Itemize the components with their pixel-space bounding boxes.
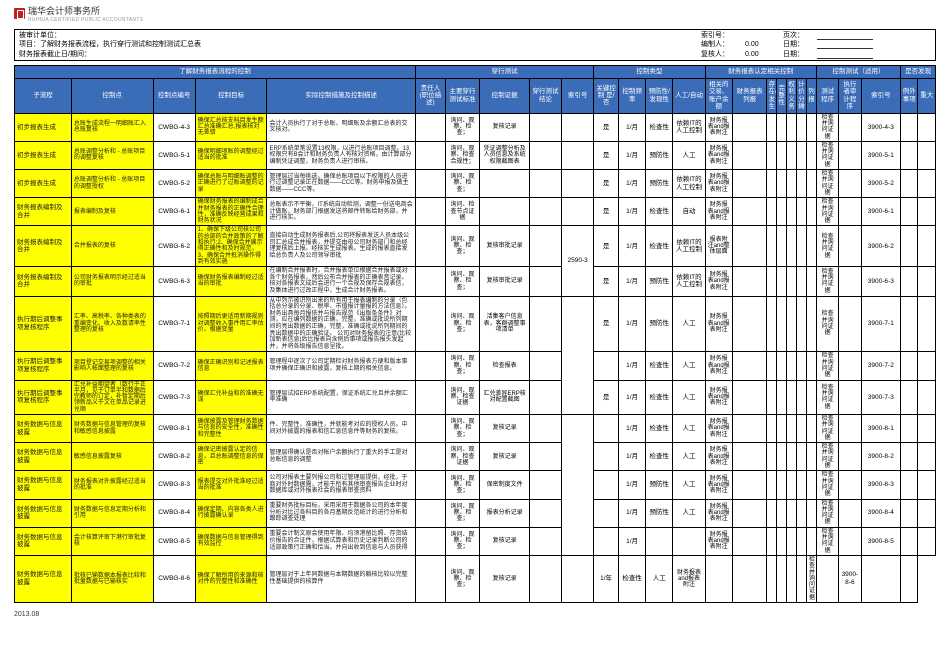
table-row: 财务报表编制及合并报表编制及复核CWBG-6-1确保财务报表的编制成合并财务报表… xyxy=(15,198,936,226)
header-block: 被审计单位： 索引号： 页次： 项目：了解财务报表流程，执行穿行测试和控制测试汇… xyxy=(14,29,936,61)
table-row: 财务报表编制及合并公司财务报表明示经过适当的审批CWBG-6-3确保财务报表编制… xyxy=(15,267,936,296)
col-header-row: 子流程控制点控制点编号控制目标实际控制措施及控制描述 责任人(职位描述)主要穿行… xyxy=(15,78,936,113)
hdr-l1: 被审计单位： xyxy=(19,31,701,40)
logo-mark xyxy=(14,8,25,19)
table-row: 财务报表编制及合并合并报表的复核CWBG-6-21、确保下级公司核公司的总部的合… xyxy=(15,226,936,267)
main-table: 了解财务报表流程的控制 穿行测试 控制类型 财务报表认定相关控制 控制测试（适用… xyxy=(14,65,936,603)
table-row: 执行期后调整事项复核程序项目登记交易项调整的相关影响人帐面整理的复核CWBG-7… xyxy=(15,352,936,380)
logo-brand: 瑞华会计师事务所 xyxy=(28,4,143,17)
table-row: 初步报表生成总账生成流程一明细账汇入总账复核CWBG-4-3确保汇总核支科目发生… xyxy=(15,113,936,141)
table-row: 财务数据与信息披露财务数据与信息定期分析和引用CWBG-8-4确保定期、内容各类… xyxy=(15,499,936,527)
logo-row: 瑞华会计师事务所 RUIHUA CERTIFIED PUBLIC ACCOUNT… xyxy=(0,0,950,27)
logo-sub: RUIHUA CERTIFIED PUBLIC ACCOUNTANTS xyxy=(28,17,143,23)
footer-date: 2013.08 xyxy=(0,603,950,622)
hdr-l3: 财务报表截止日/期间： xyxy=(19,50,701,59)
table-row: 财务数据与信息披露会计核算评审下港行审批复核CWBG-8-5确保数据与信息管理得… xyxy=(15,527,936,555)
hdr-l2: 项目：了解财务报表流程，执行穿行测试和控制测试汇总表 xyxy=(19,40,701,49)
table-row: 财务数据与信息披露敏感信息披露复核CWBG-8-2确保记密披露认定的信息，且总账… xyxy=(15,443,936,471)
group-header-row: 了解财务报表流程的控制 穿行测试 控制类型 财务报表认定相关控制 控制测试（适用… xyxy=(15,66,936,78)
table-row: 初步报表生成总账调整分析和 - 总账项目的调整复核CWBG-5-1确保明细项账的… xyxy=(15,141,936,169)
table-row: 财务数据与信息披露批核已输数据本报表比较和批量数据与已输核实CWBG-8-6确保… xyxy=(15,555,936,602)
table-row: 执行期后调整事项复核程序汇率、高税率、各种类表的重编变化、收入及数请率性整理的复… xyxy=(15,296,936,352)
table-row: 初步报表生成总账调整分析和 - 总账项目的调整授权CWBG-5-2确保总账与明细… xyxy=(15,170,936,198)
table-row: 执行期后调整事项复核程序汇兑补益期望者（数行于正半月，见于订单半和数据后完教师的… xyxy=(15,380,936,414)
table-row: 财务数据与信息披露财务报表对外披露经过适当的批准CWBG-8-3报表提交对外批准… xyxy=(15,471,936,499)
table-row: 财务数据与信息披露财务数据与信息管理的复核和敏感信息披露CWBG-8-1确保披露… xyxy=(15,414,936,442)
